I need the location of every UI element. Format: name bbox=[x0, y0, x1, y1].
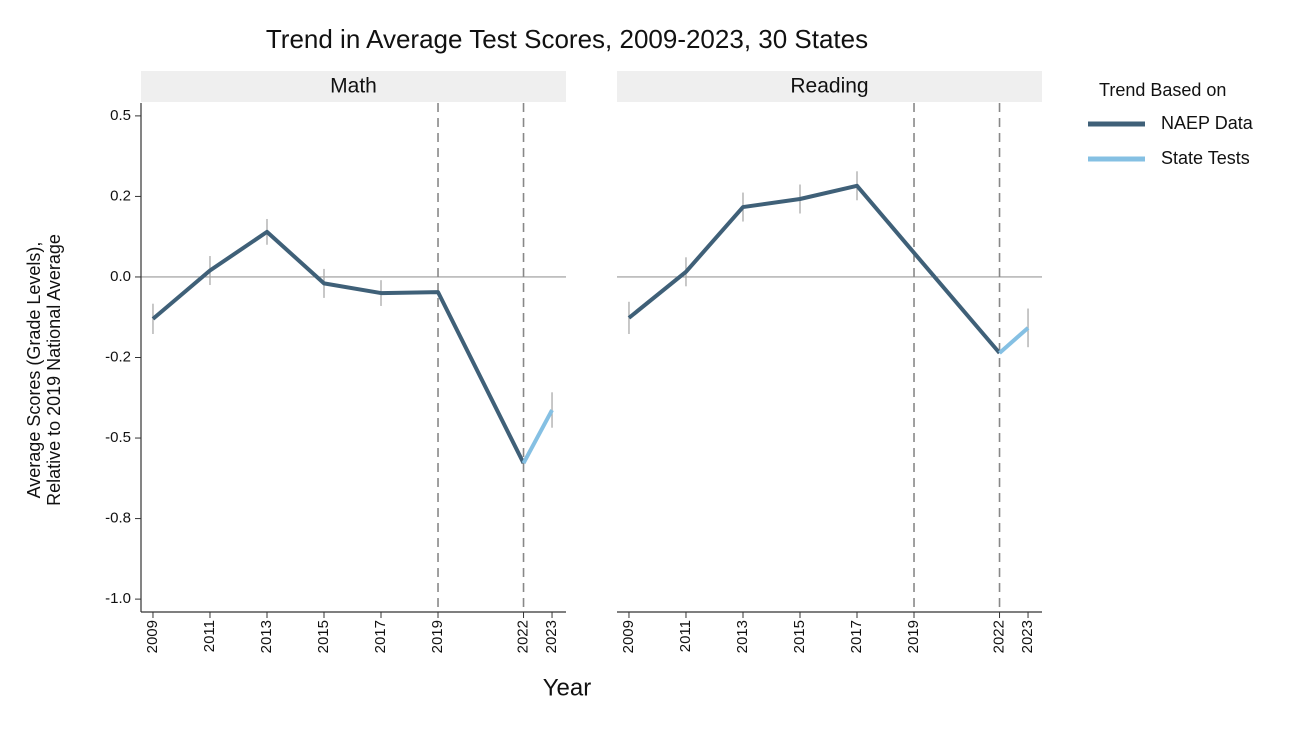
x-tick-label: 2019 bbox=[429, 620, 446, 653]
facet-strip bbox=[617, 71, 1042, 102]
y-tick-label: -0.5 bbox=[105, 429, 131, 446]
legend-title: Trend Based on bbox=[1099, 80, 1226, 100]
y-tick-label: -0.8 bbox=[105, 510, 131, 527]
x-tick-label: 2022 bbox=[990, 620, 1007, 653]
x-tick-label: 2011 bbox=[677, 620, 694, 652]
x-tick-label: 2011 bbox=[201, 620, 218, 652]
legend-label: NAEP Data bbox=[1161, 113, 1254, 133]
y-tick-label: 0.2 bbox=[110, 187, 131, 204]
y-tick-label: 0.0 bbox=[110, 268, 131, 285]
x-tick-label: 2017 bbox=[372, 620, 389, 653]
y-axis-title: Relative to 2019 National Average bbox=[44, 234, 64, 506]
x-tick-label: 2015 bbox=[315, 620, 332, 653]
series-line bbox=[521, 409, 554, 465]
y-axis-title: Average Scores (Grade Levels), bbox=[24, 242, 44, 499]
x-tick-label: 2017 bbox=[848, 620, 865, 653]
x-tick-label: 2019 bbox=[905, 620, 922, 653]
x-tick-label: 2015 bbox=[791, 620, 808, 653]
facet-title: Math bbox=[330, 75, 377, 98]
x-tick-label: 2022 bbox=[514, 620, 531, 653]
x-tick-label: 2009 bbox=[620, 620, 637, 653]
legend-label: State Tests bbox=[1161, 148, 1250, 168]
facet-title: Reading bbox=[790, 75, 868, 98]
series-line bbox=[151, 229, 526, 465]
y-tick-label: -1.0 bbox=[105, 590, 131, 607]
y-tick-label: 0.5 bbox=[110, 107, 131, 124]
x-tick-label: 2013 bbox=[734, 620, 751, 653]
chart-title: Trend in Average Test Scores, 2009-2023,… bbox=[266, 24, 868, 54]
x-tick-label: 2009 bbox=[144, 620, 161, 653]
facet-strip bbox=[141, 71, 566, 102]
x-tick-label: 2023 bbox=[1019, 620, 1036, 653]
x-tick-label: 2013 bbox=[258, 620, 275, 653]
series-line bbox=[627, 183, 1002, 355]
x-axis-title: Year bbox=[543, 674, 592, 701]
series-line bbox=[998, 326, 1030, 355]
x-tick-label: 2023 bbox=[543, 620, 560, 653]
y-tick-label: -0.2 bbox=[105, 348, 131, 365]
